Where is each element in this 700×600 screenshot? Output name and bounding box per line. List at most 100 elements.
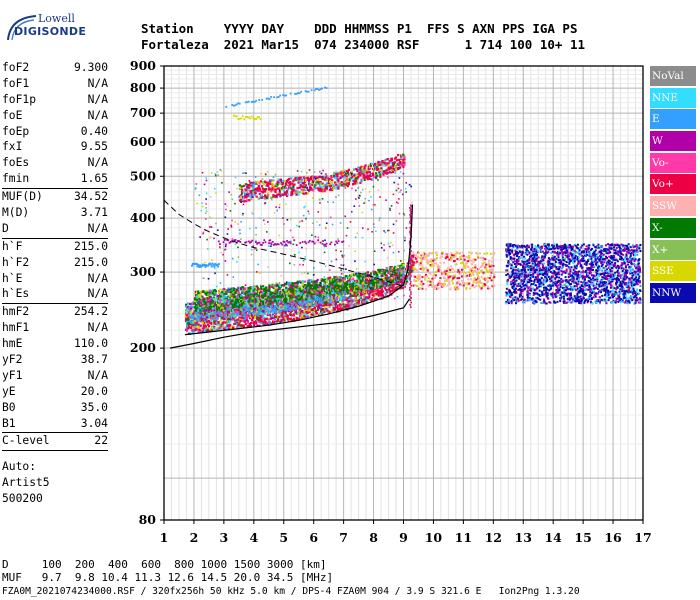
echo-point (306, 299, 309, 303)
echo-point (204, 322, 208, 325)
echo-point (323, 304, 326, 307)
echo-point (190, 311, 193, 314)
echo-point (292, 317, 296, 320)
echo-point (335, 306, 339, 309)
echo-point (239, 186, 243, 189)
echo-point (243, 191, 246, 194)
x-tick-label: 1 (160, 530, 169, 545)
echo-point (323, 310, 326, 314)
echo-point (236, 303, 240, 307)
param-value: 35.0 (80, 400, 108, 414)
echo-point (358, 275, 361, 278)
echo-point (303, 283, 307, 287)
echo-point (355, 284, 358, 287)
echo-point (323, 282, 327, 286)
echo-point (225, 319, 229, 322)
echo-point (197, 290, 200, 293)
param-label: foEs (2, 156, 30, 170)
echo-point (249, 193, 252, 197)
echo-point (381, 290, 385, 293)
echo-point (240, 287, 243, 291)
echo-point (208, 291, 211, 294)
echo-point (281, 312, 284, 315)
echo-point (258, 291, 262, 294)
echo-point (411, 269, 414, 272)
echo-point (365, 279, 368, 282)
echo-point (184, 303, 188, 306)
echo-point (380, 285, 383, 288)
param-row-hf2: h`F2 215.0 (2, 255, 108, 271)
echo-point (357, 295, 361, 298)
echo-point (194, 328, 197, 332)
echo-point (209, 297, 212, 300)
echo-point (402, 274, 405, 277)
echo-point (265, 286, 268, 289)
echo-point (223, 294, 226, 297)
echo-point (314, 314, 318, 317)
echo-point (364, 272, 367, 275)
echo-point (276, 299, 279, 302)
echo-point (371, 282, 374, 285)
echo-point (301, 315, 304, 318)
echo-point (237, 292, 241, 295)
echo-point (397, 276, 400, 280)
echo-point (222, 321, 225, 324)
param-value: 22 (94, 434, 108, 448)
echo-point (260, 318, 263, 321)
echo-point (259, 313, 262, 317)
param-value: N/A (87, 271, 108, 285)
echo-point (232, 305, 235, 309)
echo-point (212, 305, 215, 308)
echo-point (385, 278, 388, 281)
echo-point (333, 308, 336, 311)
echo-point (187, 318, 190, 321)
param-label: h`E (2, 271, 23, 285)
param-value: N/A (87, 368, 108, 382)
echo-point (245, 183, 248, 186)
echo-point (263, 312, 266, 315)
echo-point (218, 290, 221, 293)
echo-point (290, 314, 293, 317)
echo-point (255, 294, 258, 297)
echo-point (364, 275, 367, 278)
echo-point (223, 288, 226, 291)
echo-point (335, 293, 338, 297)
echo-point (332, 309, 335, 313)
echo-point (364, 286, 367, 289)
echo-point (237, 311, 240, 314)
echo-point (246, 199, 249, 202)
param-row-md: M(D) 3.71 (2, 205, 108, 221)
echo-point (321, 313, 324, 316)
echo-point (368, 293, 371, 296)
echo-point (243, 200, 246, 203)
echo-point (206, 306, 209, 310)
echo-point (216, 313, 219, 317)
echo-point (320, 279, 323, 282)
echo-point (248, 316, 252, 320)
echo-point (306, 305, 309, 308)
echo-point (289, 311, 292, 314)
echo-point (255, 321, 258, 325)
echo-point (284, 297, 287, 300)
echo-point (255, 303, 258, 306)
echo-point (213, 309, 216, 312)
echo-point (241, 198, 245, 201)
echo-point (272, 295, 275, 298)
y-tick-label: 700 (130, 105, 156, 120)
echo-point (330, 309, 333, 313)
echo-point (267, 194, 270, 197)
echo-point (240, 294, 243, 298)
x-tick-label: 13 (515, 530, 532, 545)
echo-point (320, 290, 323, 293)
y-tick-label: 900 (130, 58, 156, 73)
echo-point (346, 292, 350, 295)
echo-point (354, 304, 357, 308)
echo-point (280, 319, 283, 323)
echo-point (268, 321, 271, 324)
echo-point (404, 277, 408, 280)
echo-point (243, 314, 246, 317)
echo-point (344, 307, 347, 311)
echo-point (318, 304, 321, 308)
param-row-fmin: fmin 1.65 (2, 171, 108, 187)
echo-point (325, 305, 328, 309)
